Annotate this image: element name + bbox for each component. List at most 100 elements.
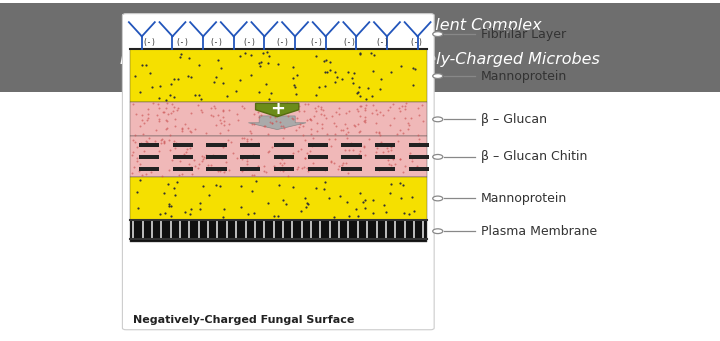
Point — [374, 129, 385, 134]
Point — [287, 117, 299, 122]
Point — [137, 117, 148, 122]
Point — [300, 155, 311, 161]
Point — [328, 120, 340, 126]
Point — [241, 138, 253, 144]
Point — [385, 145, 397, 150]
Text: (-): (-) — [209, 39, 222, 47]
Point — [256, 59, 267, 65]
Point — [144, 135, 156, 141]
Point — [292, 167, 303, 172]
Point — [264, 119, 276, 124]
Bar — [130, 220, 427, 242]
Point — [307, 160, 318, 166]
Point — [354, 51, 365, 56]
Point — [223, 107, 235, 113]
Point — [393, 105, 405, 110]
Text: (-): (-) — [176, 39, 189, 47]
Point — [276, 123, 287, 129]
Point — [352, 89, 364, 94]
Point — [258, 164, 270, 169]
Point — [370, 129, 382, 134]
Point — [197, 153, 208, 158]
Point — [276, 155, 287, 161]
Point — [351, 206, 362, 212]
Point — [374, 167, 385, 173]
Point — [235, 183, 247, 189]
Point — [179, 209, 191, 214]
Point — [392, 131, 403, 137]
Point — [158, 141, 170, 146]
Point — [287, 150, 299, 156]
Point — [394, 156, 405, 162]
Point — [298, 164, 310, 169]
Point — [223, 121, 235, 127]
Point — [398, 210, 410, 215]
Point — [164, 92, 176, 98]
Point — [281, 201, 292, 207]
Point — [390, 161, 401, 166]
Point — [395, 128, 406, 133]
Point — [338, 153, 349, 158]
Point — [323, 196, 335, 201]
Circle shape — [433, 74, 443, 78]
Point — [135, 177, 146, 182]
Text: Mannoprotein: Mannoprotein — [481, 70, 567, 83]
Point — [292, 164, 304, 169]
Point — [161, 97, 172, 102]
Point — [227, 150, 238, 155]
Point — [164, 147, 176, 152]
Bar — [409, 143, 429, 147]
Point — [248, 152, 259, 158]
Text: (-): (-) — [409, 39, 423, 47]
Point — [192, 165, 204, 171]
Point — [222, 137, 234, 143]
Point — [176, 125, 188, 131]
Point — [237, 157, 248, 162]
Point — [367, 210, 379, 215]
Bar — [375, 155, 395, 159]
Point — [336, 163, 347, 168]
Point — [176, 128, 187, 133]
Point — [326, 114, 338, 119]
Point — [352, 213, 364, 219]
Point — [334, 193, 346, 198]
Point — [315, 112, 327, 117]
Point — [323, 137, 335, 142]
Point — [153, 119, 165, 124]
Point — [137, 112, 148, 118]
Point — [353, 85, 364, 90]
Point — [135, 161, 146, 166]
Point — [184, 211, 196, 217]
Point — [292, 148, 304, 153]
Point — [325, 159, 336, 165]
Point — [377, 154, 388, 159]
Point — [291, 115, 302, 121]
Point — [282, 174, 294, 179]
Bar — [307, 167, 328, 170]
Point — [351, 106, 363, 112]
Bar — [409, 155, 429, 159]
Point — [132, 205, 144, 210]
Point — [156, 173, 168, 178]
Circle shape — [433, 117, 443, 122]
Point — [246, 121, 258, 127]
Point — [339, 148, 351, 153]
Point — [135, 140, 147, 146]
Point — [397, 130, 409, 135]
Point — [129, 164, 140, 169]
Point — [395, 63, 407, 69]
Point — [174, 153, 185, 159]
Point — [385, 69, 397, 75]
Point — [171, 107, 183, 113]
Point — [379, 166, 390, 171]
Point — [336, 127, 347, 132]
Point — [377, 150, 389, 155]
Point — [272, 61, 284, 66]
Point — [354, 148, 366, 153]
Bar — [130, 177, 427, 220]
Point — [387, 157, 399, 162]
Point — [288, 82, 300, 88]
Point — [325, 59, 336, 65]
Point — [310, 108, 322, 113]
Point — [318, 186, 330, 192]
